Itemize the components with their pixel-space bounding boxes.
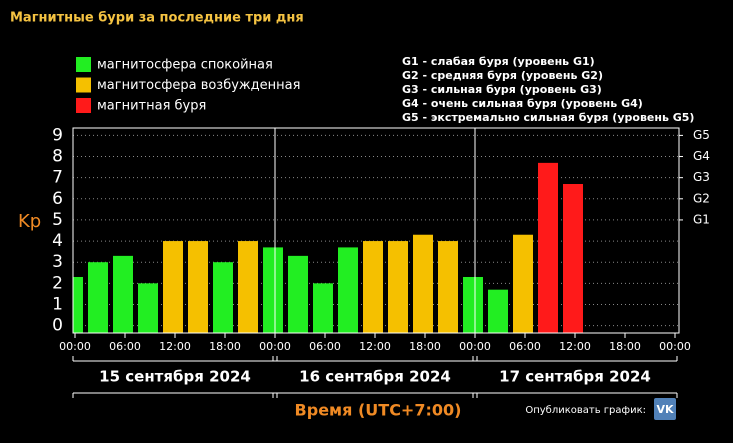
bar [73,276,83,333]
g-legend-item: G3 - сильная буря (уровень G3) [402,83,602,96]
g-tick-label: G5 [693,128,710,142]
bar [413,234,433,333]
x-tick-label: 06:00 [309,340,341,353]
g-tick-label: G3 [693,170,710,184]
legend-label: магнитная буря [97,99,206,114]
y-tick-label: 0 [52,316,63,336]
bar [238,241,258,333]
x-tick-label: 00:00 [59,340,91,353]
bar [538,162,558,333]
g-legend-item: G4 - очень сильная буря (уровень G4) [402,97,643,110]
bar [138,283,158,333]
x-tick-label: 18:00 [609,340,641,353]
x-tick-label: 18:00 [409,340,441,353]
y-tick-label: 1 [52,294,63,314]
bar [488,289,508,333]
bar [563,184,583,333]
x-tick-label: 00:00 [659,340,691,353]
x-tick-label: 18:00 [209,340,241,353]
bar [213,262,233,333]
legend-swatch [76,77,91,93]
bars [73,162,583,333]
legend-label: магнитосфера возбужденная [97,78,300,93]
share-button[interactable] [654,398,676,420]
share-icon[interactable]: VK [656,403,674,416]
share-label: Опубликовать график: [525,405,646,416]
y-tick-label: 7 [52,168,63,188]
plot-frame [72,127,680,334]
bar [388,241,408,333]
x-tick-label: 06:00 [509,340,541,353]
g-legend-item: G2 - средняя буря (уровень G2) [402,69,603,82]
y-tick-label: 2 [52,273,63,293]
bar [513,234,533,333]
bar [338,247,358,333]
y-tick-label: 5 [52,210,63,230]
x-axis-label: Время (UTC+7:00) [295,401,462,420]
x-tick-label: 06:00 [109,340,141,353]
bar [113,255,133,333]
y-tick-label: 8 [52,147,63,167]
g-tick-label: G2 [693,191,710,205]
x-tick-label: 12:00 [559,340,591,353]
y-tick-label: 9 [52,125,63,145]
bar [363,241,383,333]
y-tick-label: 4 [52,231,63,251]
g-legend-item: G5 - экстремально сильная буря (уровень … [402,111,694,124]
y-tick-label: 3 [52,252,63,272]
day-label: 16 сентября 2024 [299,368,451,386]
bar [463,276,483,333]
y-tick-label: 6 [52,189,63,209]
bar [438,241,458,333]
bar [163,241,183,333]
y-axis-label: Kp [18,211,41,232]
legend-label: магнитосфера спокойная [97,58,273,73]
x-tick-label: 12:00 [159,340,191,353]
day-label: 17 сентября 2024 [499,368,651,386]
bar [313,283,333,333]
x-tick-label: 00:00 [459,340,491,353]
legend-swatch [76,57,91,72]
bar [288,255,308,333]
bar [88,262,108,333]
g-legend-item: G1 - слабая буря (уровень G1) [402,55,595,68]
bar [188,241,208,333]
chart-title: Магнитные бури за последние три дня [10,11,304,26]
g-tick-label: G1 [693,212,710,226]
legend-swatch [76,98,91,113]
x-tick-label: 00:00 [259,340,291,353]
g-tick-label: G4 [693,149,710,163]
x-tick-label: 12:00 [359,340,391,353]
bar [263,247,283,333]
day-label: 15 сентября 2024 [99,368,251,386]
